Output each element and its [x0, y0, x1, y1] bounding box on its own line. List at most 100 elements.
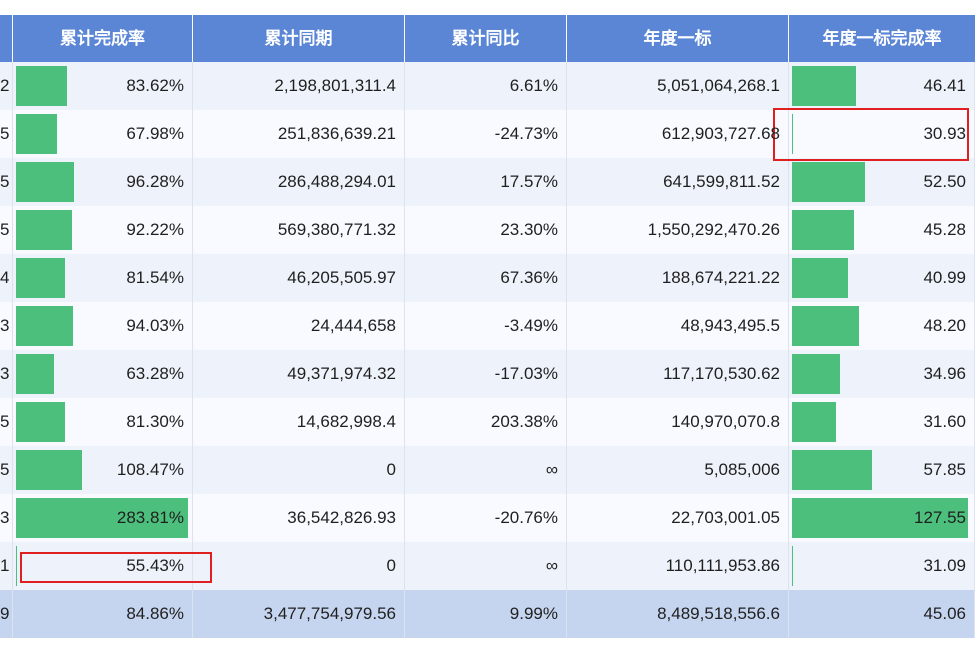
cell-cumulative-rate: 108.47% — [13, 446, 193, 494]
table-row[interactable]: 4 81.54% 46,205,505.97 67.36% 188,674,221.22… — [0, 254, 975, 302]
cell-lead: 3 — [0, 494, 13, 542]
cell-annual-target-rate: 46.41 — [789, 62, 975, 110]
cell-cumulative-rate: 96.28% — [13, 158, 193, 206]
table-row[interactable]: 3 63.28% 49,371,974.32 -17.03% 117,170,530.6… — [0, 350, 975, 398]
cell-cumulative-prev-value: 0 — [386, 556, 396, 575]
progress-bar — [16, 210, 72, 250]
cell-annual-target-value: 8,489,518,556.6 — [657, 604, 780, 623]
header-cumulative-rate[interactable]: 累计完成率 — [13, 15, 193, 62]
cell-annual-target-rate-value: 46.41 — [923, 76, 966, 95]
progress-bar — [792, 306, 859, 346]
cell-cumulative-prev: 2,198,801,311.4 — [193, 62, 405, 110]
cell-annual-target: 641,599,811.52 — [567, 158, 789, 206]
cell-cumulative-rate: 81.30% — [13, 398, 193, 446]
table-row[interactable]: 5 92.22% 569,380,771.32 23.30% 1,550,292,470… — [0, 206, 975, 254]
table-row[interactable]: 5 81.30% 14,682,998.4 203.38% 140,970,070.8 3… — [0, 398, 975, 446]
table-header: 累计完成率 累计同期 累计同比 年度一标 年度一标完成率 — [0, 15, 975, 62]
cell-cumulative-prev: 46,205,505.97 — [193, 254, 405, 302]
cell-yoy-value: -20.76% — [494, 508, 558, 527]
header-annual-target[interactable]: 年度一标 — [567, 15, 789, 62]
cell-annual-target-rate-value: 30.93 — [923, 124, 966, 143]
cell-cumulative-prev-value: 49,371,974.32 — [287, 364, 396, 383]
header-cumulative-prev[interactable]: 累计同期 — [193, 15, 405, 62]
progress-bar — [792, 114, 793, 154]
cell-annual-target-rate-value: 45.28 — [923, 220, 966, 239]
cell-annual-target: 188,674,221.22 — [567, 254, 789, 302]
cell-annual-target-rate: 40.99 — [789, 254, 975, 302]
cell-cumulative-prev-value: 286,488,294.01 — [277, 172, 396, 191]
cell-yoy: 17.57% — [405, 158, 567, 206]
table-row[interactable]: 3 94.03% 24,444,658 -3.49% 48,943,495.5 48.20 — [0, 302, 975, 350]
cell-annual-target-value: 22,703,001.05 — [671, 508, 780, 527]
cell-cumulative-rate: 84.86% — [13, 590, 193, 638]
cell-annual-target-value: 1,550,292,470.26 — [647, 220, 780, 239]
table-row[interactable]: 1 55.43% 0 ∞ 110,111,953.86 31.09 — [0, 542, 975, 590]
cell-cumulative-prev: 49,371,974.32 — [193, 350, 405, 398]
cell-cumulative-rate-value: 55.43% — [126, 556, 184, 575]
cell-yoy-value: -17.03% — [494, 364, 558, 383]
header-annual-target-rate[interactable]: 年度一标完成率 — [822, 29, 942, 48]
table-total-row[interactable]: 9 84.86% 3,477,754,979.56 9.99% 8,489,518,55… — [0, 590, 975, 638]
cell-yoy: ∞ — [405, 542, 567, 590]
table-row[interactable]: 2 83.62% 2,198,801,311.4 6.61% 5,051,064,268… — [0, 62, 975, 110]
cell-lead-value: 5 — [0, 172, 10, 191]
progress-bar — [16, 402, 65, 442]
cell-yoy-value: -24.73% — [494, 124, 558, 143]
progress-bar — [792, 402, 836, 442]
cell-annual-target-rate: 34.96 — [789, 350, 975, 398]
cell-annual-target: 5,051,064,268.1 — [567, 62, 789, 110]
cell-annual-target: 110,111,953.86 — [567, 542, 789, 590]
progress-bar — [16, 114, 57, 154]
cell-cumulative-prev: 24,444,658 — [193, 302, 405, 350]
cell-cumulative-rate: 94.03% — [13, 302, 193, 350]
cell-annual-target-rate-value: 34.96 — [923, 364, 966, 383]
table-row[interactable]: 5 96.28% 286,488,294.01 17.57% 641,599,811.5… — [0, 158, 975, 206]
table-row[interactable]: 5 108.47% 0 ∞ 5,085,006 57.85 — [0, 446, 975, 494]
cell-cumulative-rate: 92.22% — [13, 206, 193, 254]
cell-yoy: ∞ — [405, 446, 567, 494]
cell-lead-value: 3 — [0, 508, 10, 527]
cell-annual-target-rate-value: 52.50 — [923, 172, 966, 191]
cell-yoy: -17.03% — [405, 350, 567, 398]
cell-cumulative-prev-value: 36,542,826.93 — [287, 508, 396, 527]
cell-cumulative-rate: 67.98% — [13, 110, 193, 158]
header-cell-lead — [0, 15, 13, 62]
progress-bar — [16, 162, 74, 202]
cell-cumulative-prev-value: 0 — [386, 460, 396, 479]
cell-annual-target-value: 188,674,221.22 — [661, 268, 780, 287]
cell-annual-target-value: 48,943,495.5 — [680, 316, 780, 335]
header-yoy[interactable]: 累计同比 — [405, 15, 567, 62]
cell-cumulative-rate-value: 92.22% — [126, 220, 184, 239]
cell-lead-value: 5 — [0, 124, 10, 143]
cell-annual-target-rate-value: 40.99 — [923, 268, 966, 287]
cell-lead-value: 1 — [0, 556, 10, 575]
cell-yoy: -24.73% — [405, 110, 567, 158]
cell-yoy-value: 23.30% — [500, 220, 558, 239]
cell-lead-value: 5 — [0, 412, 10, 431]
cell-annual-target-value: 5,051,064,268.1 — [657, 76, 780, 95]
cell-annual-target: 140,970,070.8 — [567, 398, 789, 446]
table-row[interactable]: 3 283.81% 36,542,826.93 -20.76% 22,703,001.0… — [0, 494, 975, 542]
cell-annual-target: 22,703,001.05 — [567, 494, 789, 542]
cell-yoy-value: 67.36% — [500, 268, 558, 287]
cell-cumulative-prev-value: 14,682,998.4 — [296, 412, 396, 431]
cell-cumulative-rate-value: 83.62% — [126, 76, 184, 95]
cell-lead-value: 4 — [0, 268, 10, 287]
cell-yoy: 67.36% — [405, 254, 567, 302]
cell-lead: 5 — [0, 398, 13, 446]
cell-annual-target-rate: 31.60 — [789, 398, 975, 446]
cell-annual-target: 48,943,495.5 — [567, 302, 789, 350]
cell-annual-target-value: 5,085,006 — [704, 460, 780, 479]
cell-cumulative-prev: 3,477,754,979.56 — [193, 590, 405, 638]
cell-lead: 3 — [0, 350, 13, 398]
cell-cumulative-prev: 286,488,294.01 — [193, 158, 405, 206]
cell-cumulative-rate: 83.62% — [13, 62, 193, 110]
cell-lead: 9 — [0, 590, 13, 638]
cell-cumulative-prev: 14,682,998.4 — [193, 398, 405, 446]
cell-yoy-value: -3.49% — [504, 316, 558, 335]
cell-cumulative-rate: 81.54% — [13, 254, 193, 302]
table-row[interactable]: 5 67.98% 251,836,639.21 -24.73% 612,903,727.… — [0, 110, 975, 158]
cell-cumulative-rate-value: 67.98% — [126, 124, 184, 143]
cell-annual-target-rate-value: 127.55 — [914, 508, 966, 527]
progress-bar — [16, 306, 73, 346]
